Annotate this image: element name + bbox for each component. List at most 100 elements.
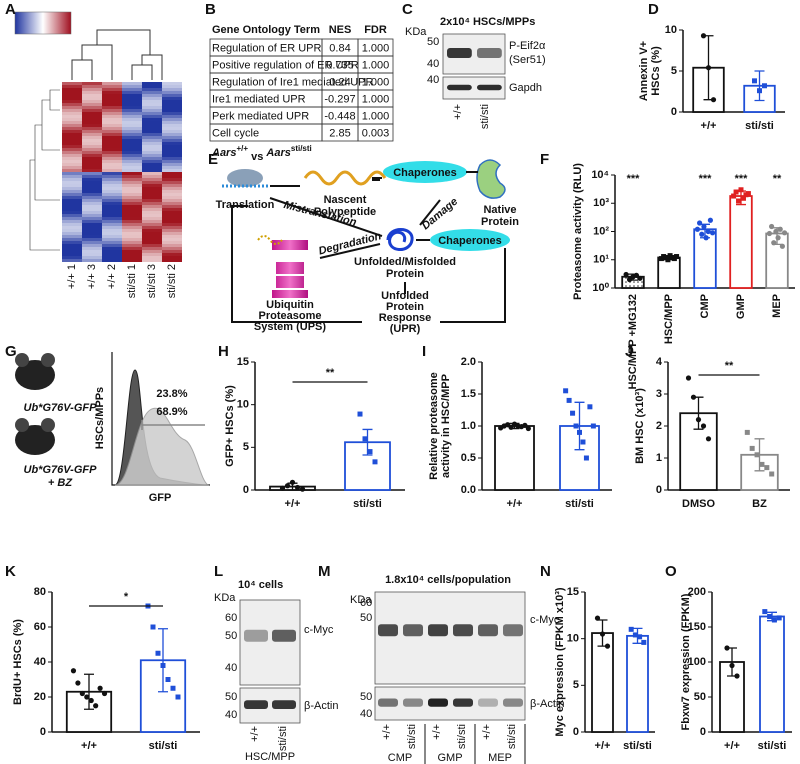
heatmap-cell [142,196,162,199]
target-label: β-Actin [304,700,338,712]
blot [374,686,526,721]
heatmap-cell [102,175,122,178]
heatmap-cell [142,211,162,214]
heatmap-cell [82,220,102,223]
heatmap-cell [82,190,102,193]
heatmap-cell [122,148,142,151]
y-axis-label: Relative proteasome [428,372,440,480]
caption-part: Aars [211,147,236,159]
heatmap-cell [142,208,162,211]
heatmap-cell [162,259,182,262]
heatmap-cell [142,88,162,91]
heatmap-cell [122,184,142,187]
heatmap-cell [102,97,122,100]
heatmap-cell [122,178,142,181]
data-point [694,226,701,232]
heatmap-cell [82,94,102,97]
data-point [563,388,569,394]
sample-label: Ub*G76V-GFP [24,402,98,414]
panel-letter: K [5,563,16,580]
heatmap-cell [162,208,182,211]
caption-part: +/+ [236,144,248,153]
heatmap-cell [102,229,122,232]
heatmap-cell [82,169,102,172]
y-tick-label: 4 [656,356,663,368]
data-point [294,484,301,491]
heatmap-cell [102,145,122,148]
data-point [700,33,707,39]
panel-letter: D [648,1,659,18]
x-tick-label: sti/sti [149,740,178,752]
data-point [700,423,707,429]
band [403,624,423,637]
diagram-label: Degradation [317,230,382,257]
data-point [525,425,531,432]
heatmap-cell [142,181,162,184]
data-point [709,230,716,236]
y-tick-label: 100 [688,656,706,668]
table-text: Perk mediated UPR [212,110,309,122]
caption-part: vs [248,151,266,163]
table-text: Regulation of Ire1 mediated UPR [212,76,373,88]
heatmap-cell [62,100,82,103]
heatmap-cell [162,100,182,103]
data-point [745,191,751,197]
x-tick-label: +/+ [81,740,97,752]
heatmap-cell [122,163,142,166]
heatmap-cell [82,157,102,160]
heatmap-cell [122,112,142,115]
y-tick-label: 0 [656,484,662,496]
heatmap-cell [102,244,122,247]
heatmap-cell [102,154,122,157]
heatmap-cell [82,214,102,217]
heatmap-cell [82,247,102,250]
data-point [97,685,103,691]
data-point [79,690,85,697]
heatmap-cell [62,85,82,88]
panel-letter: C [402,1,413,18]
heatmap-cell [142,166,162,169]
heatmap-cell [162,91,182,94]
heatmap-cell [102,166,122,169]
bar [626,634,649,733]
table-text: Regulation of ER UPR [212,42,321,54]
heatmap-cell [82,112,102,115]
heatmap-cell [142,253,162,256]
significance: *** [735,173,749,185]
heatmap-cell [122,241,142,244]
diagram-label: Ubiquitin [266,299,314,311]
heatmap-cell [122,151,142,154]
significance: ** [773,173,782,185]
heatmap-cell [102,226,122,229]
y-tick-label: 2.0 [461,356,476,368]
y-tick-label: 40 [34,656,46,668]
heatmap-cell [162,172,182,175]
heatmap-cell [102,187,122,190]
heatmap-cell [142,202,162,205]
heatmap-cell [142,220,162,223]
lane-label: +/+ [249,726,261,742]
heatmap-cell [82,187,102,190]
heatmap-cell [162,160,182,163]
heatmap-cell [62,88,82,91]
heatmap-cell [102,172,122,175]
y-tick-label: 2 [656,420,662,432]
y-tick-label: 10³ [593,197,609,209]
y-axis-label: Myc expression (FPKM x10³) [554,587,566,736]
heatmap-cell [122,133,142,136]
heatmap-cell [122,100,142,103]
bar [591,632,614,733]
data-point [299,486,306,492]
heatmap-cell [62,259,82,262]
heatmap-cell [82,217,102,220]
heatmap-cell [162,94,182,97]
column-label: sti/sti 2 [166,264,178,298]
data-point [372,459,378,465]
panel-letter: A [5,1,16,18]
y-tick-label: 10⁴ [591,169,609,181]
y-axis-label: BrdU+ HSCs (%) [12,619,24,705]
heatmap-cell [62,202,82,205]
y-tick-label: 15 [567,586,579,598]
heatmap-cell [162,256,182,259]
data-point [685,375,692,381]
